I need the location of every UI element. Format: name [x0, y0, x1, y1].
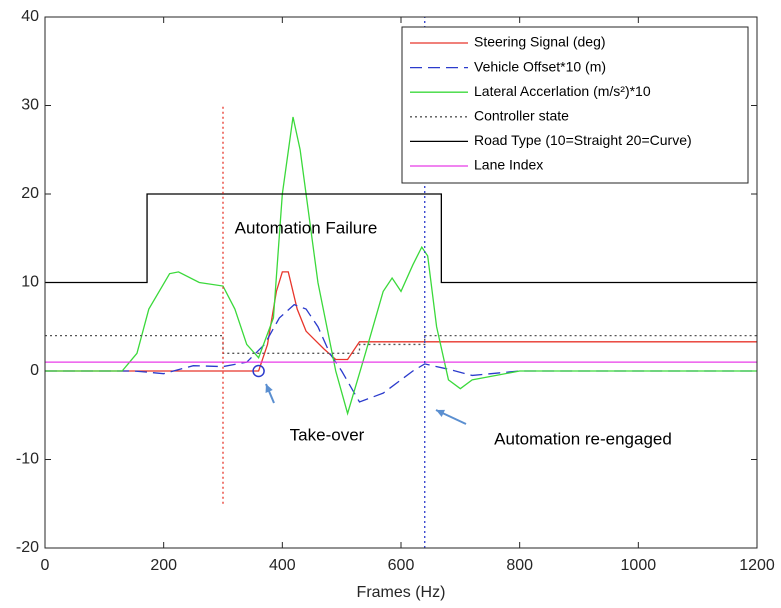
y-tick-label: 0 [30, 362, 39, 379]
series-line [45, 193, 757, 284]
takeover-marker [252, 364, 265, 378]
x-tick-label: 1200 [739, 557, 775, 574]
arrow-head [265, 384, 273, 393]
x-tick-label: 800 [506, 557, 533, 574]
x-tick-label: 0 [41, 557, 50, 574]
y-tick-label: -10 [16, 451, 39, 468]
y-tick-label: 40 [21, 8, 39, 25]
legend-label: Vehicle Offset*10 (m) [474, 58, 606, 74]
y-tick-label: 10 [21, 274, 39, 291]
x-axis-label: Frames (Hz) [357, 584, 446, 601]
series-line [45, 334, 757, 354]
x-tick-label: 600 [388, 557, 415, 574]
annotation: Automation Failure [235, 218, 378, 237]
legend-label: Steering Signal (deg) [474, 34, 606, 50]
y-tick-label: -20 [16, 539, 39, 556]
y-tick-label: 20 [21, 185, 39, 202]
legend-label: Controller state [474, 108, 569, 124]
axes-box [44, 16, 758, 549]
legend-label: Lane Index [474, 157, 543, 173]
annotation: Take-over [290, 425, 365, 444]
y-tick-label: 30 [21, 97, 39, 114]
legend-label: Lateral Accerlation (m/s²)*10 [474, 83, 651, 99]
arrow-head [436, 409, 445, 417]
series-line [45, 303, 757, 403]
legend-label: Road Type (10=Straight 20=Curve) [474, 132, 692, 148]
x-tick-label: 400 [269, 557, 296, 574]
annotation: Automation re-engaged [494, 429, 672, 448]
legend-box [401, 26, 749, 184]
x-tick-label: 200 [150, 557, 177, 574]
series-line [45, 271, 757, 372]
series-line [45, 116, 757, 416]
x-tick-label: 1000 [621, 557, 657, 574]
